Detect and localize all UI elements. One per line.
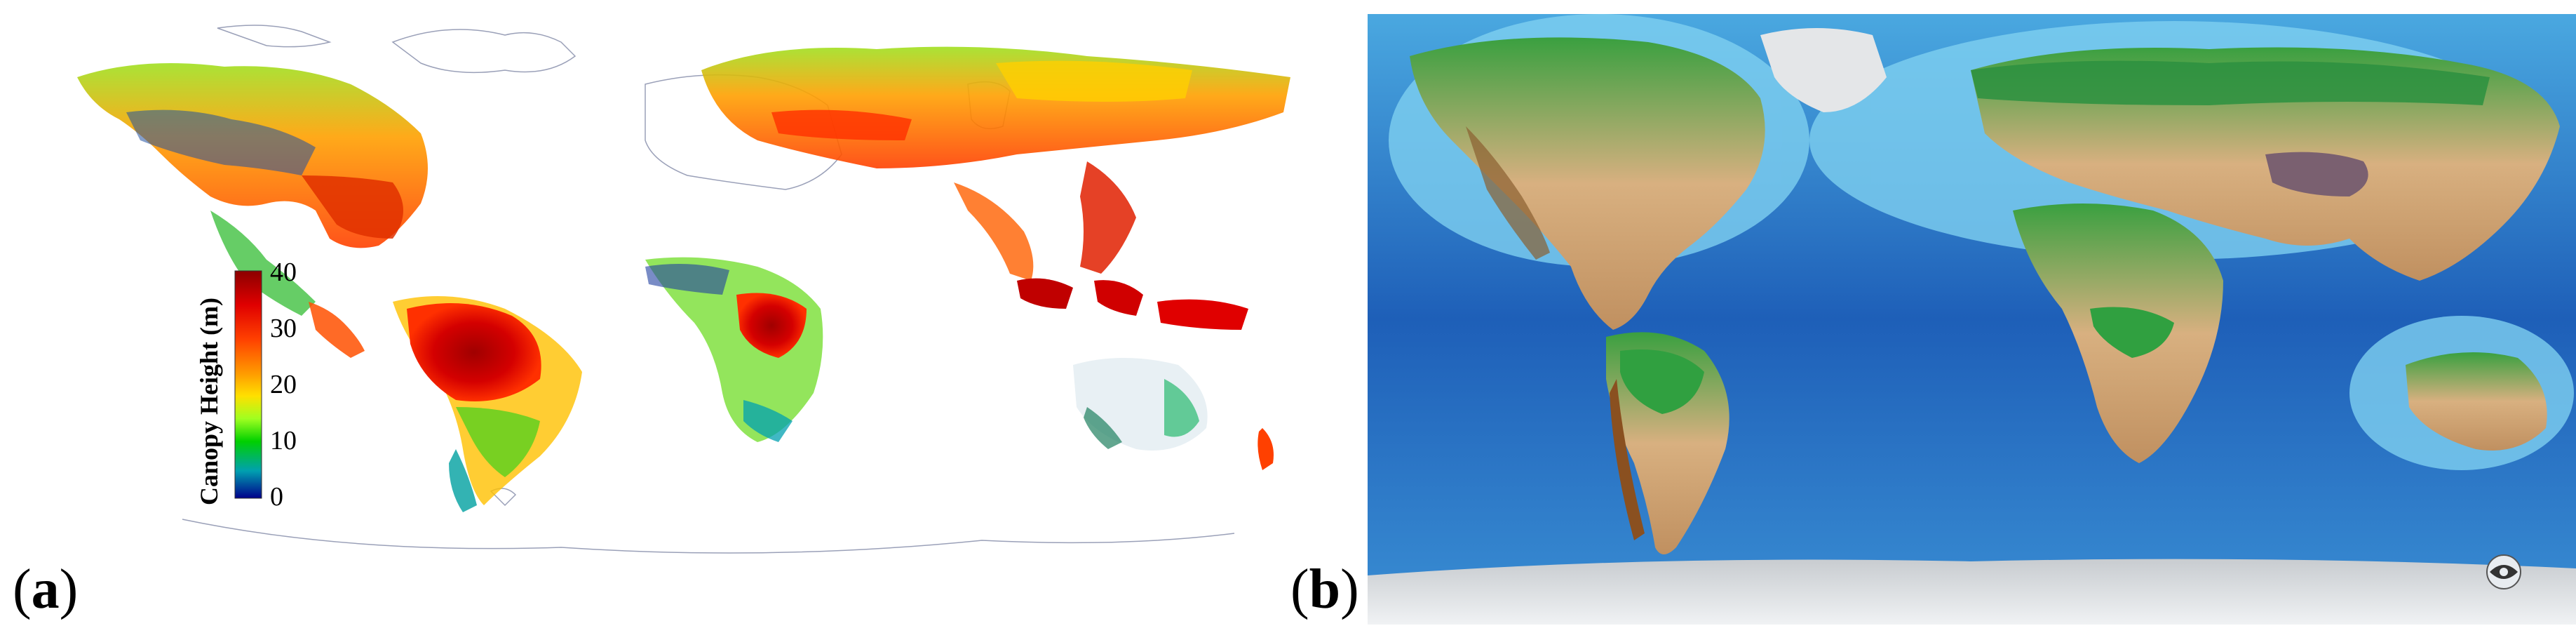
colorbar-tick-0: 0 <box>270 482 283 512</box>
southeast-asia-forest <box>1017 278 1248 330</box>
south-america-forest <box>393 296 582 512</box>
eurasia-forest <box>701 46 1290 281</box>
topography-bathymetry-map-panel: (b) <box>1290 0 2576 640</box>
colorbar-legend: 40 30 20 10 0 Canopy Height (m) <box>195 258 297 512</box>
siberia-lowland <box>1971 60 2490 105</box>
canopy-height-map: 40 30 20 10 0 Canopy Height (m) <box>77 25 1290 554</box>
colorbar-tick-40: 40 <box>270 258 297 287</box>
greenland-ice <box>1760 28 1887 112</box>
colorbar-ramp <box>234 270 262 499</box>
australia-land <box>2406 352 2547 451</box>
north-america-land <box>1410 37 1765 330</box>
colorbar-tick-10: 10 <box>270 426 297 455</box>
colorbar-title: Canopy Height (m) <box>195 298 223 505</box>
amazon-lowland <box>1620 349 1704 414</box>
eurasia-land <box>1971 47 2560 281</box>
africa-forest <box>645 257 823 442</box>
noaa-logo <box>2486 554 2521 589</box>
andes-mountains <box>1610 379 1645 540</box>
tibetan-plateau <box>2265 152 2368 196</box>
antarctica-ice <box>1368 559 2576 625</box>
panel-label-b: (b) <box>1290 559 1359 620</box>
panel-label-a: (a) <box>13 559 79 620</box>
canopy-height-map-panel: 40 30 20 10 0 Canopy Height (m) (a) <box>13 25 1290 620</box>
colorbar-tick-30: 30 <box>270 314 297 343</box>
congo-basin <box>2090 307 2174 358</box>
colorbar-tick-20: 20 <box>270 370 297 399</box>
rocky-mountains <box>1466 126 1550 260</box>
topography-bathymetry-map <box>1368 14 2576 625</box>
north-america-forest <box>77 63 428 358</box>
australia-forest <box>1073 358 1274 470</box>
